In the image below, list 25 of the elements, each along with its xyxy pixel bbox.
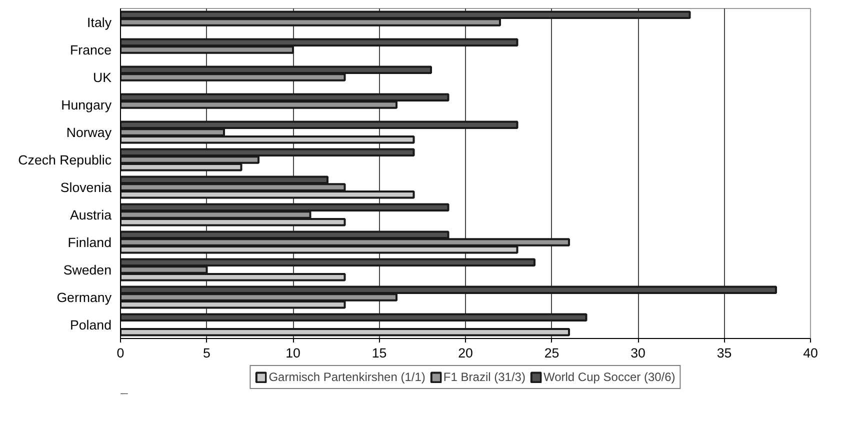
x-tick-label: 20 (458, 346, 473, 360)
x-tick-label: 30 (630, 346, 646, 360)
y-tick-label: Sweden (63, 262, 112, 278)
y-tick-label: Hungary (61, 97, 112, 112)
y-tick-label: Finland (68, 234, 112, 250)
bar (120, 328, 570, 336)
x-tick-label: 5 (203, 346, 210, 360)
y-tick-label: UK (92, 70, 112, 85)
y-tick-label: Italy (87, 14, 112, 30)
y-tick-label: Germany (56, 290, 112, 305)
x-tick-label: 40 (803, 346, 818, 360)
y-tick-label: Czech Republic (18, 152, 112, 168)
y-tick-label: Slovenia (60, 180, 112, 195)
x-tick-label: 15 (372, 346, 387, 360)
y-tick-label: Norway (66, 124, 112, 140)
x-tick-label: 25 (544, 346, 560, 360)
y-tick-label: France (70, 42, 112, 58)
y-tick-label: Poland (70, 317, 112, 332)
y-tick-label: Austria (70, 207, 112, 222)
legend-label: World Cup Soccer (30/6) (543, 370, 676, 384)
x-tick-label: 35 (716, 346, 732, 360)
legend-label: F1 Brazil (31/3) (443, 370, 526, 384)
legend-label: Garmisch Partenkirshen (1/1) (268, 370, 426, 384)
x-tick-label: 0 (116, 346, 124, 360)
x-tick-label: 10 (286, 346, 300, 360)
